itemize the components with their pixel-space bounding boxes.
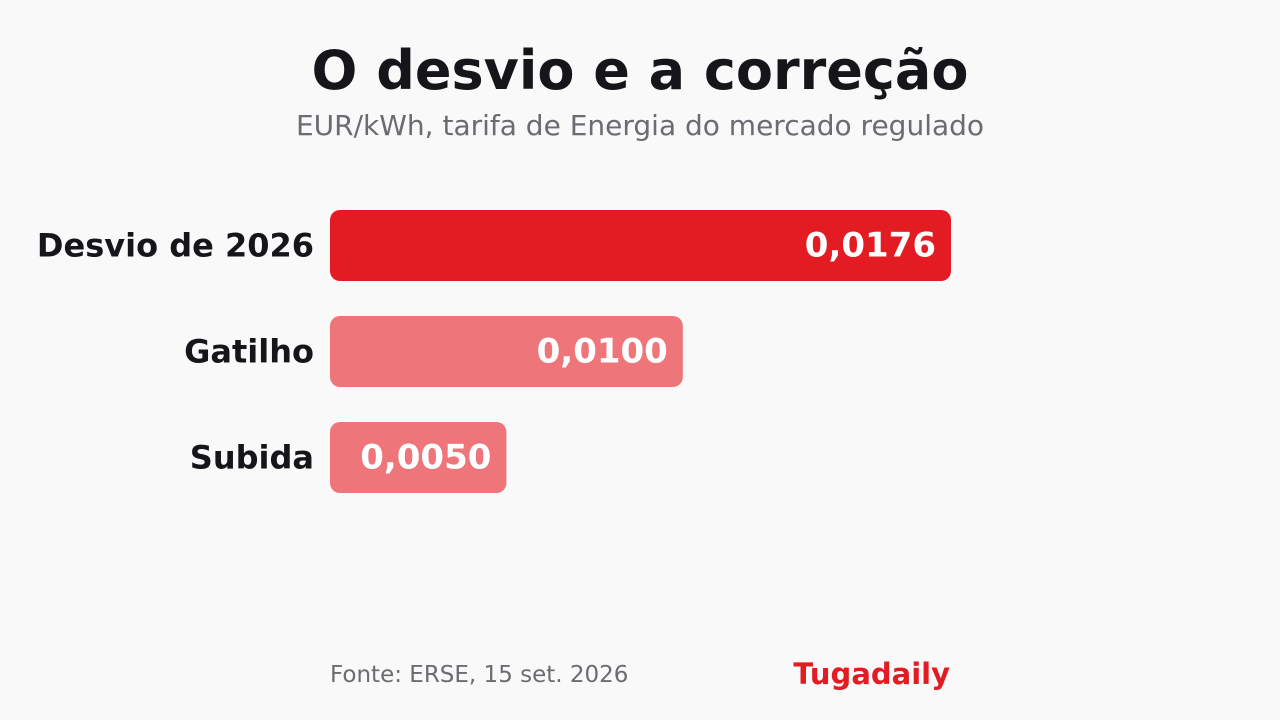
value-label-subida: 0,0050 — [360, 438, 491, 478]
source-note: Fonte: ERSE, 15 set. 2026 — [330, 662, 629, 688]
category-label-subida: Subida — [190, 439, 314, 477]
chart-subtitle: EUR/kWh, tarifa de Energia do mercado re… — [295, 109, 985, 142]
value-label-desvio-de-2026: 0,0176 — [805, 226, 936, 266]
chart-title: O desvio e a correção — [311, 39, 969, 102]
bar-subida — [330, 422, 507, 493]
value-label-gatilho: 0,0100 — [537, 332, 668, 372]
category-label-desvio-de-2026: Desvio de 2026 — [37, 227, 314, 265]
bar-desvio-de-2026 — [330, 210, 951, 281]
category-label-gatilho: Gatilho — [184, 333, 314, 371]
bar-gatilho — [330, 316, 683, 387]
brand-logo-text: Tugadaily — [793, 657, 950, 691]
